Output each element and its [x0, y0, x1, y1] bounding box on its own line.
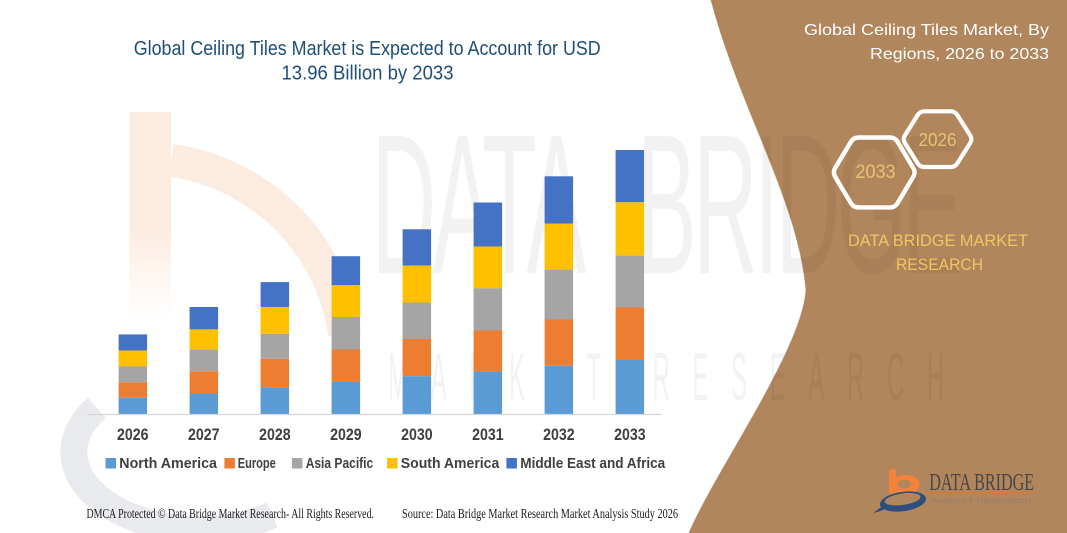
svg-text:2033: 2033 [614, 426, 646, 444]
svg-text:2033: 2033 [856, 162, 896, 183]
svg-text:Asia Pacific: Asia Pacific [306, 455, 374, 472]
svg-text:2028: 2028 [259, 426, 291, 444]
svg-text:DATA BRIDGE: DATA BRIDGE [929, 470, 1034, 496]
svg-text:Global Ceiling Tiles Market is: Global Ceiling Tiles Market is Expected … [134, 38, 601, 60]
svg-text:Source: Data Bridge Market Res: Source: Data Bridge Market Research Mark… [402, 507, 678, 522]
svg-text:2026: 2026 [117, 426, 149, 444]
svg-text:Regions, 2026 to 2033: Regions, 2026 to 2033 [870, 46, 1049, 63]
svg-text:2031: 2031 [472, 426, 504, 444]
svg-text:South America: South America [401, 455, 500, 472]
svg-text:Global Ceiling Tiles Market, B: Global Ceiling Tiles Market, By [804, 22, 1049, 39]
svg-text:2030: 2030 [401, 426, 433, 444]
svg-text:DATA BRIDGE MARKET: DATA BRIDGE MARKET [848, 232, 1028, 250]
svg-text:2032: 2032 [543, 426, 575, 444]
svg-text:2029: 2029 [330, 426, 362, 444]
svg-text:RESEARCH: RESEARCH [896, 256, 983, 274]
svg-text:MARKET RESEARCH: MARKET RESEARCH [932, 498, 1032, 505]
svg-text:2026: 2026 [919, 130, 957, 150]
svg-text:2027: 2027 [188, 426, 220, 444]
svg-text:Europe: Europe [238, 455, 276, 472]
svg-text:Middle East and Africa: Middle East and Africa [520, 455, 665, 472]
svg-text:13.96 Billion by 2033: 13.96 Billion by 2033 [282, 63, 454, 85]
svg-text:DMCA Protected © Data Bridge M: DMCA Protected © Data Bridge Market Rese… [87, 507, 375, 522]
svg-text:North America: North America [119, 455, 217, 472]
